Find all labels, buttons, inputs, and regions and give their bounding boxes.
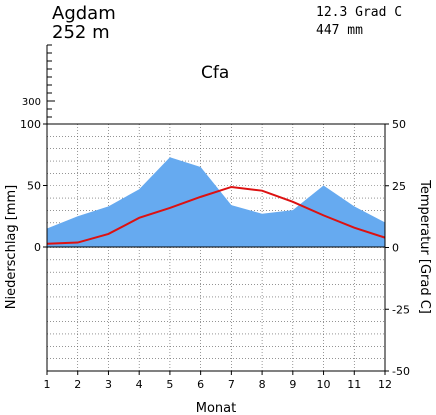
month-tick-label: 7 — [228, 378, 235, 391]
series-layer — [46, 157, 386, 248]
upper-precip-tick-label: 300 — [22, 97, 41, 108]
precipitation-area — [47, 157, 385, 247]
month-tick-label: 12 — [378, 378, 392, 391]
y-axis-label-right: Temperatur [Grad C] — [417, 179, 432, 314]
month-tick-label: 3 — [105, 378, 112, 391]
x-axis-label: Monat — [196, 401, 236, 415]
month-tick-label: 11 — [347, 378, 361, 391]
left-tick-label: 100 — [20, 118, 41, 131]
right-tick-label: 25 — [392, 180, 406, 193]
month-tick-label: 9 — [289, 378, 296, 391]
month-tick-label: 6 — [197, 378, 204, 391]
left-tick-label: 0 — [34, 241, 41, 254]
month-tick-label: 4 — [136, 378, 143, 391]
right-tick-label: -50 — [392, 365, 410, 378]
month-tick-label: 1 — [44, 378, 51, 391]
month-tick-label: 2 — [74, 378, 81, 391]
y-axis-label-left: Niederschlag [mm] — [4, 185, 19, 310]
right-tick-label: -25 — [392, 303, 410, 316]
station-elevation: 252 m — [52, 22, 110, 43]
month-tick-label: 8 — [259, 378, 266, 391]
mean-temperature: 12.3 Grad C — [316, 5, 402, 20]
station-name: Agdam — [52, 3, 116, 24]
annual-precipitation: 447 mm — [316, 23, 363, 38]
month-tick-label: 5 — [166, 378, 173, 391]
temperature-line — [46, 185, 386, 245]
right-tick-label: 0 — [392, 242, 399, 255]
right-tick-label: 50 — [392, 118, 406, 131]
month-tick-label: 10 — [317, 378, 331, 391]
climate-class: Cfa — [201, 63, 229, 83]
left-tick-label: 50 — [27, 180, 41, 193]
